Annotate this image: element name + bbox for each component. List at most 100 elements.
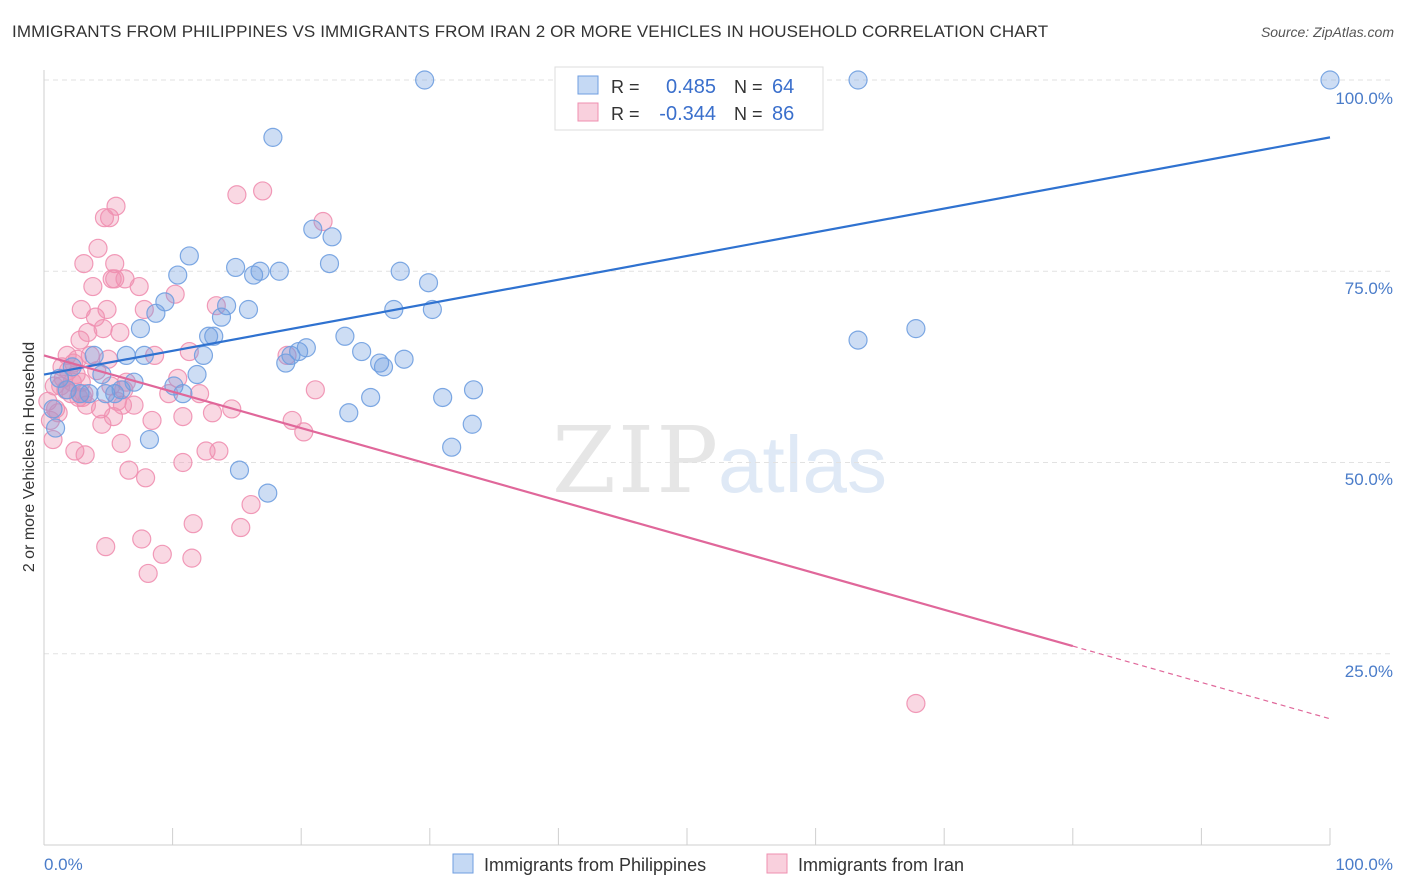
iran-point-26 — [74, 254, 94, 274]
iran-point-86 — [313, 211, 333, 232]
philippines-point-42 — [319, 254, 340, 274]
iran-point-67 — [173, 407, 193, 427]
stats-n-value-philippines: 64 — [772, 76, 794, 98]
philippines-point-28 — [217, 296, 237, 316]
iran-point-63 — [152, 544, 172, 564]
iran-point-2 — [43, 429, 63, 450]
philippines-point-6 — [79, 384, 99, 404]
legend: Immigrants from Philippines Immigrants f… — [452, 853, 964, 875]
iran-point-78 — [227, 185, 247, 205]
stats-n-label-philippines: N = — [734, 77, 763, 97]
stats-r-label-iran: R = — [611, 104, 640, 124]
x-tick-label-max: 100.0% — [1335, 855, 1393, 874]
y-tick-label-25: 25.0% — [1345, 662, 1393, 681]
philippines-point-60 — [848, 330, 868, 350]
iran-trend-extension — [1072, 645, 1331, 720]
iran-point-76 — [209, 441, 229, 461]
stats-box: R = 0.485 N = 64 R = -0.344 N = 86 — [554, 66, 824, 131]
y-tick-label-50: 50.0% — [1345, 470, 1393, 489]
stats-swatch-iran — [577, 102, 599, 122]
philippines-point-44 — [335, 326, 355, 346]
legend-swatch-philippines — [452, 853, 474, 874]
x-axis-ticks — [43, 828, 1331, 845]
iran-point-34 — [92, 414, 112, 434]
philippines-point-43 — [322, 227, 342, 247]
iran-point-84 — [294, 422, 314, 442]
philippines-point-47 — [361, 387, 381, 408]
iran-point-45 — [105, 269, 125, 289]
philippines-point-30 — [229, 460, 250, 480]
philippines-point-40 — [296, 338, 316, 358]
iran-point-32 — [88, 238, 108, 258]
stats-n-label-iran: N = — [734, 104, 763, 124]
iran-point-70 — [182, 548, 202, 568]
iran-point-60 — [138, 563, 158, 584]
philippines-point-14 — [130, 319, 151, 339]
y-tick-label-75: 75.0% — [1345, 279, 1393, 298]
philippines-point-31 — [238, 299, 259, 320]
iran-point-37 — [96, 537, 116, 557]
stats-r-value-philippines: 0.485 — [666, 76, 716, 98]
philippines-point-26 — [204, 326, 224, 346]
iran-point-30 — [85, 307, 106, 327]
trend-lines — [43, 136, 1331, 720]
philippines-points — [43, 70, 1340, 503]
iran-point-46 — [106, 196, 126, 216]
philippines-point-7 — [84, 345, 104, 365]
philippines-point-54 — [422, 299, 442, 320]
philippines-point-57 — [462, 414, 482, 434]
iran-point-50 — [112, 395, 133, 415]
philippines-point-36 — [269, 261, 289, 281]
watermark-zip: ZIP — [552, 407, 720, 514]
chart-title: IMMIGRANTS FROM PHILIPPINES VS IMMIGRANT… — [12, 22, 1049, 41]
stats-r-value-iran: -0.344 — [659, 103, 716, 125]
philippines-point-55 — [433, 387, 453, 408]
philippines-point-2 — [49, 368, 70, 388]
y-axis-title: 2 or more Vehicles in Household — [21, 342, 38, 572]
philippines-point-33 — [250, 261, 270, 281]
iran-point-40 — [99, 208, 120, 228]
iran-point-38 — [97, 299, 117, 320]
iran-point-44 — [105, 254, 125, 274]
iran-trend-line — [43, 354, 1074, 648]
philippines-point-24 — [193, 345, 214, 365]
iran-point-79 — [231, 517, 251, 538]
philippines-point-62 — [906, 319, 926, 339]
iran-point-65 — [165, 284, 185, 304]
iran-point-54 — [119, 460, 139, 480]
iran-point-23 — [75, 445, 95, 465]
philippines-point-3 — [57, 380, 77, 400]
y-tick-label-100: 100.0% — [1335, 89, 1393, 108]
philippines-point-0 — [43, 399, 63, 419]
iran-point-74 — [202, 403, 223, 423]
iran-point-4 — [48, 403, 68, 423]
iran-point-48 — [110, 322, 130, 343]
gridlines — [44, 79, 1394, 655]
philippines-point-49 — [373, 357, 394, 377]
philippines-point-45 — [339, 403, 359, 423]
iran-point-58 — [134, 299, 154, 320]
iran-point-57 — [132, 529, 152, 549]
iran-point-55 — [124, 395, 144, 415]
iran-point-71 — [183, 514, 203, 534]
iran-point-36 — [94, 208, 115, 228]
iran-point-56 — [129, 276, 149, 297]
philippines-point-53 — [418, 273, 439, 293]
legend-label-philippines: Immigrants from Philippines — [484, 855, 706, 875]
philippines-point-1 — [45, 418, 66, 438]
x-tick-label-min: 0.0% — [44, 855, 83, 874]
source-credit: Source: ZipAtlas.com — [1260, 24, 1394, 40]
philippines-point-61 — [848, 70, 868, 90]
watermark-atlas: atlas — [718, 420, 887, 509]
philippines-point-35 — [263, 127, 283, 147]
iran-point-81 — [253, 181, 273, 201]
iran-point-35 — [93, 319, 113, 339]
iran-point-87 — [906, 693, 926, 714]
iran-point-22 — [65, 441, 85, 461]
philippines-point-34 — [258, 483, 278, 503]
philippines-point-52 — [394, 349, 414, 369]
philippines-point-16 — [139, 429, 160, 450]
philippines-point-22 — [179, 246, 199, 266]
philippines-point-18 — [155, 292, 175, 312]
